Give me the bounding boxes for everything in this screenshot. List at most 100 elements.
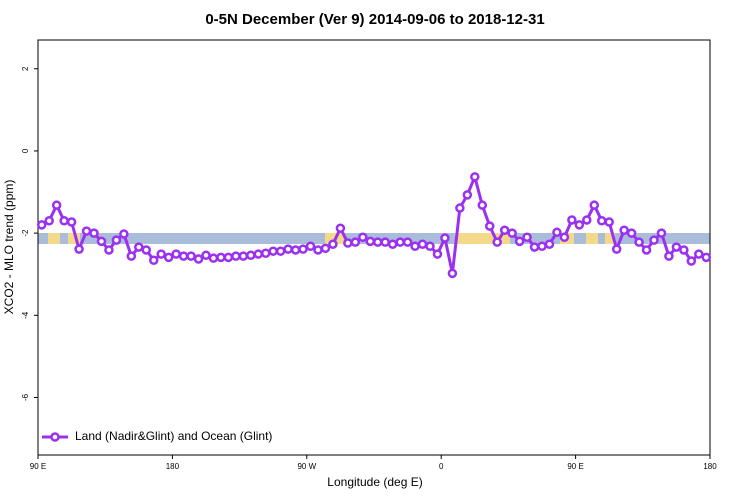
plot-frame <box>37 39 711 456</box>
data-point <box>387 239 398 249</box>
data-point <box>544 239 555 249</box>
data-point <box>141 245 152 255</box>
data-point <box>552 227 562 238</box>
data-point <box>343 238 353 248</box>
y-tick-label: -4 <box>21 311 30 319</box>
land-band <box>605 233 615 244</box>
data-point <box>649 235 659 245</box>
data-point <box>567 215 577 225</box>
data-point <box>111 235 122 245</box>
y-tick-label: -2 <box>21 229 30 237</box>
data-point <box>522 232 532 242</box>
x-axis-label: Longitude (deg E) <box>327 475 422 489</box>
data-point <box>350 237 361 247</box>
data-point <box>320 243 331 254</box>
data-point <box>484 221 495 231</box>
x-tick-label: 90 E <box>567 462 583 471</box>
data-point <box>559 232 570 242</box>
data-point <box>417 239 428 249</box>
x-tick-label: 90 E <box>30 462 46 471</box>
data-point <box>44 216 54 226</box>
legend-label: Land (Nadir&Glint) and Ocean (Glint) <box>75 429 272 443</box>
x-tick-label: 180 <box>703 462 717 471</box>
data-point <box>462 190 473 200</box>
data-point <box>208 253 219 263</box>
data-point <box>455 203 465 213</box>
data-point <box>447 268 458 279</box>
data-point <box>694 249 704 259</box>
data-point <box>432 249 443 259</box>
data-point <box>514 236 525 247</box>
data-point <box>656 228 667 238</box>
data-point <box>119 229 129 239</box>
data-point <box>395 237 405 247</box>
data-point <box>231 251 241 261</box>
data-point <box>507 228 517 238</box>
data-point <box>268 246 278 256</box>
data-point <box>335 223 346 233</box>
y-axis-label: XCO2 - MLO trend (ppm) <box>2 180 16 315</box>
data-point <box>223 252 234 263</box>
data-point <box>171 249 181 259</box>
data-point <box>596 216 607 226</box>
data-point <box>537 241 547 252</box>
data-point <box>529 242 540 252</box>
data-point <box>283 244 293 254</box>
x-tick-label: 0 <box>439 462 444 471</box>
data-point <box>253 249 264 259</box>
data-point <box>290 245 301 255</box>
data-point <box>51 200 62 210</box>
data-point <box>604 217 614 227</box>
land-band <box>48 233 60 244</box>
legend-marker <box>50 432 60 442</box>
data-point <box>664 251 674 261</box>
data-point <box>163 252 174 263</box>
y-tick-label: 0 <box>21 148 30 153</box>
data-point <box>641 245 652 255</box>
data-point <box>402 237 413 247</box>
data-point <box>74 244 84 254</box>
data-point <box>305 241 316 252</box>
data-point <box>440 233 450 243</box>
data-point <box>238 251 249 261</box>
data-point <box>611 244 622 254</box>
data-point <box>59 216 69 226</box>
data-point <box>582 215 592 225</box>
data-point <box>619 225 629 235</box>
data-point <box>574 220 585 230</box>
data-point <box>89 228 99 238</box>
data-point <box>275 246 286 256</box>
data-point <box>216 252 226 263</box>
data-point <box>701 252 712 263</box>
data-point <box>634 237 644 247</box>
data-point <box>410 241 420 252</box>
data-point <box>156 249 166 259</box>
data-point <box>104 245 114 255</box>
data-point <box>358 232 368 242</box>
data-point <box>328 239 338 249</box>
data-point <box>134 242 144 252</box>
data-point <box>589 200 600 210</box>
data-point <box>201 250 211 261</box>
data-point <box>178 251 189 261</box>
y-tick-label: -6 <box>21 393 30 401</box>
data-point <box>148 255 159 265</box>
y-tick-label: 2 <box>21 66 30 71</box>
data-point <box>679 245 689 255</box>
data-point <box>492 237 502 247</box>
x-tick-label: 90 W <box>297 462 316 471</box>
data-point <box>671 242 682 252</box>
land-band <box>586 233 598 244</box>
data-point <box>499 225 510 235</box>
data-point <box>260 248 271 259</box>
data-point <box>626 228 637 238</box>
data-point <box>686 256 697 266</box>
data-point <box>298 244 308 254</box>
data-point <box>380 237 390 247</box>
data-point <box>425 241 435 252</box>
data-point <box>96 236 107 247</box>
data-point <box>313 245 323 255</box>
x-tick-label: 180 <box>166 462 180 471</box>
